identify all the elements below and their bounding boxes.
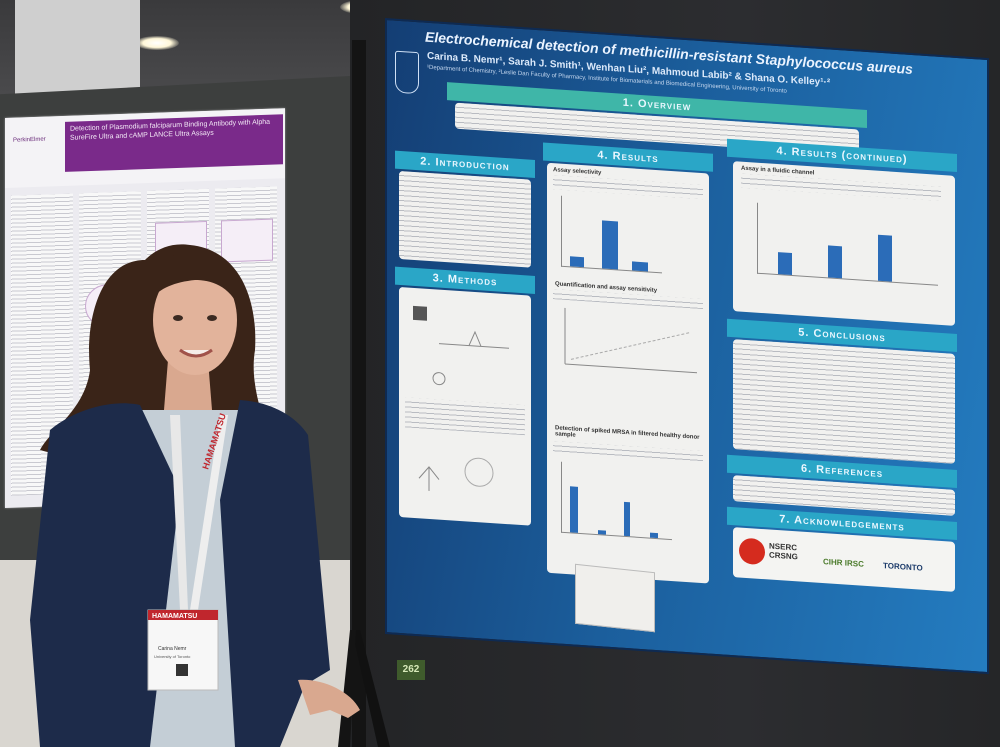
- university-crest-icon: [395, 50, 419, 95]
- section-conclusions-body: [733, 339, 955, 464]
- methods-schematic-2: [418, 457, 494, 491]
- badge-qr-icon: [176, 664, 188, 676]
- bacteria-icon: [432, 372, 446, 386]
- badge-header: HAMAMATSU: [152, 613, 197, 620]
- chart-bar: [570, 256, 584, 268]
- business-card-holder: [575, 563, 655, 633]
- badge-name: Carina Nemr: [158, 646, 187, 652]
- hair-front: [150, 249, 241, 310]
- results-text: [553, 175, 703, 200]
- fluidic-chart-axes: [757, 202, 938, 286]
- right-eye: [207, 315, 217, 321]
- left-eye: [173, 315, 183, 321]
- chart-bar: [624, 501, 630, 537]
- chart-bar: [570, 486, 578, 533]
- schematic-line: [439, 343, 509, 349]
- blazer-right: [220, 400, 330, 747]
- presenter-person: HAMAMATSU HAMAMATSU Carina Nemr Universi…: [30, 244, 360, 747]
- chart-bar: [598, 530, 606, 535]
- left-poster-title: Detection of Plasmodium falciparum Bindi…: [65, 114, 283, 172]
- toronto-logo: TORONTO: [883, 561, 923, 573]
- blazer-left: [30, 403, 180, 747]
- quantification-chart: [564, 307, 697, 374]
- hand: [298, 679, 360, 718]
- board-stand-foot: [338, 630, 390, 747]
- research-poster: Electrochemical detection of methicillin…: [385, 18, 989, 675]
- ceiling-light: [135, 36, 179, 50]
- maple-leaf-icon: [739, 537, 765, 566]
- methods-text: [405, 397, 525, 436]
- chart-bar: [878, 234, 892, 282]
- chart-bar: [602, 220, 618, 270]
- results-text: [741, 173, 941, 201]
- chart-bar: [778, 252, 792, 276]
- smile: [179, 348, 213, 358]
- badge-header-bar: [148, 610, 218, 620]
- probe-icon: [468, 330, 482, 347]
- methods-schematic: [413, 305, 509, 386]
- electrode-chip-icon: [413, 305, 427, 321]
- cihr-logo: CIHR IRSC: [823, 557, 864, 569]
- background-pillar: [15, 0, 140, 98]
- left-poster-brand: PerkinElmer: [13, 136, 46, 144]
- selectivity-chart-axes: [561, 195, 662, 274]
- chart-bar: [632, 261, 648, 272]
- section-results-continued-body: Assay in a fluidic channel: [733, 161, 955, 326]
- lanyard-right: [190, 415, 228, 610]
- board-number-tag: 262: [397, 660, 425, 680]
- section-methods-body: [399, 286, 531, 526]
- stand-leg: [352, 630, 390, 747]
- bacteria-icon: [464, 457, 494, 487]
- antibody-icon: [418, 466, 440, 491]
- badge-org: University of Toronto: [154, 654, 191, 659]
- stand-leg: [338, 630, 356, 747]
- chart-trend-line: [570, 331, 692, 360]
- face: [153, 265, 237, 375]
- section-results-body: Assay selectivity Quantification and ass…: [547, 162, 709, 584]
- nserc-logo: NSERC CRSNG: [769, 541, 798, 562]
- spiked-chart-axes: [561, 461, 672, 541]
- lanyard-left: [170, 415, 188, 610]
- section-introduction-body: [399, 170, 531, 268]
- chart-axis: [565, 363, 697, 374]
- chart-bar: [828, 245, 842, 279]
- chart-bar: [650, 532, 658, 539]
- board-stand-pole: [352, 40, 366, 747]
